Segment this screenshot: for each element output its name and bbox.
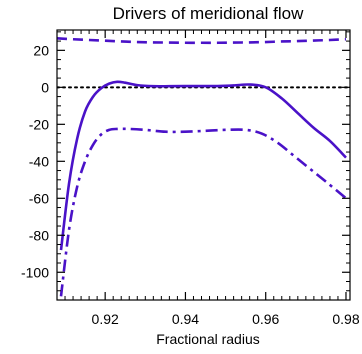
x-axis-label: Fractional radius: [156, 331, 260, 347]
series-line-solid: [61, 82, 346, 250]
y-tick-label: 20: [33, 42, 49, 58]
y-tick-label: -80: [29, 227, 49, 243]
x-tick-label: 0.92: [92, 311, 119, 327]
y-tick-label: -20: [29, 116, 49, 132]
x-tick-label: 0.96: [252, 311, 279, 327]
chart-title: Drivers of meridional flow: [113, 4, 305, 23]
x-tick-label: 0.98: [332, 311, 359, 327]
x-tick-label: 0.94: [172, 311, 199, 327]
series-line-dashdot: [61, 129, 346, 296]
series-line-dash: [57, 38, 346, 42]
y-tick-label: -40: [29, 153, 49, 169]
y-tick-label: 0: [41, 79, 49, 95]
y-tick-label: -100: [21, 264, 49, 280]
y-tick-label: -60: [29, 190, 49, 206]
